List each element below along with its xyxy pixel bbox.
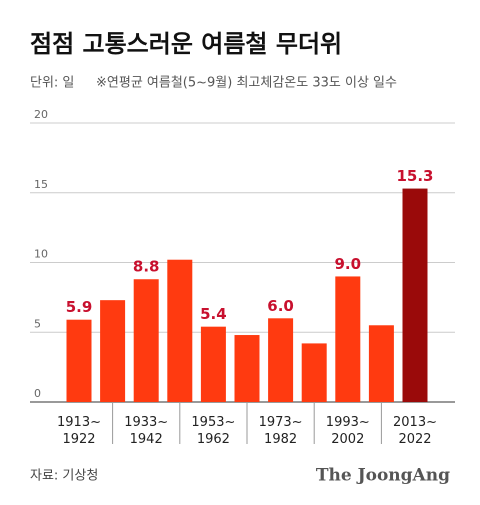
y-tick-label: 5 xyxy=(34,317,41,330)
data-label: 9.0 xyxy=(335,255,362,273)
data-label: 6.0 xyxy=(267,297,294,315)
x-tick-label: 1973~ 1982 xyxy=(259,415,303,447)
y-tick-label: 15 xyxy=(34,178,48,191)
bar xyxy=(368,325,394,402)
data-label: 15.3 xyxy=(396,167,433,185)
source: 자료: 기상청 xyxy=(30,469,98,484)
x-tick-label: 1933~ 1942 xyxy=(124,415,168,447)
bar xyxy=(301,343,327,402)
data-label: 5.4 xyxy=(200,305,227,323)
brand: The JoongAng xyxy=(316,466,450,486)
unit: 단위: 일 xyxy=(30,76,74,91)
x-tick-label: 1913~ 1922 xyxy=(57,415,101,447)
x-tick-label: 2013~ 2022 xyxy=(393,415,437,447)
x-tick-label: 1993~ 2002 xyxy=(326,415,370,447)
bar xyxy=(200,326,226,402)
subtitle: ※연평균 여름철(5~9월) 최고체감온도 33도 이상 일수 xyxy=(96,76,397,91)
bar xyxy=(100,300,126,402)
bar xyxy=(402,188,428,402)
y-tick-label: 20 xyxy=(34,108,48,121)
data-label: 5.9 xyxy=(66,298,93,316)
bar xyxy=(234,335,260,402)
y-tick-label: 0 xyxy=(34,387,41,400)
y-tick-label: 10 xyxy=(34,248,48,261)
bar xyxy=(66,319,92,402)
chart-title: 점점 고통스러운 여름철 무더위 xyxy=(30,30,342,58)
bar xyxy=(335,276,361,402)
data-label: 8.8 xyxy=(133,258,160,276)
bar xyxy=(167,259,193,402)
x-tick-label: 1953~ 1962 xyxy=(191,415,235,447)
bar xyxy=(133,279,159,402)
bar xyxy=(268,318,294,402)
